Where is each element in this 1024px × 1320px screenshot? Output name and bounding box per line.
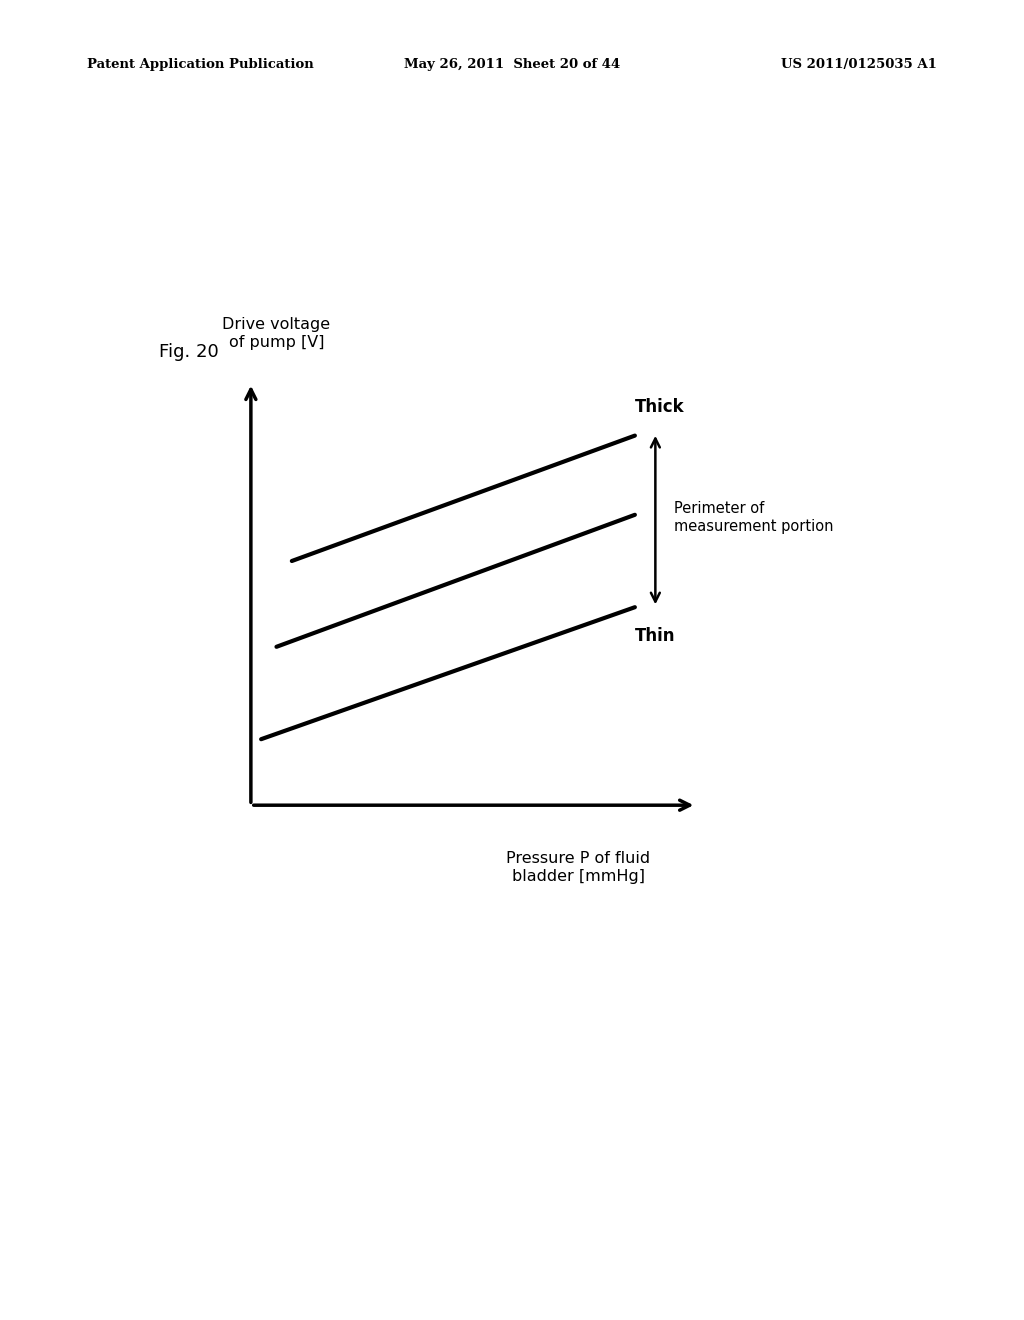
Text: Perimeter of
measurement portion: Perimeter of measurement portion [674, 502, 834, 533]
Text: Thin: Thin [635, 627, 676, 645]
Text: Thick: Thick [635, 397, 684, 416]
Text: Patent Application Publication: Patent Application Publication [87, 58, 313, 71]
Text: Fig. 20: Fig. 20 [159, 343, 218, 362]
Text: US 2011/0125035 A1: US 2011/0125035 A1 [781, 58, 937, 71]
Text: Drive voltage
of pump [V]: Drive voltage of pump [V] [222, 317, 331, 350]
Text: May 26, 2011  Sheet 20 of 44: May 26, 2011 Sheet 20 of 44 [403, 58, 621, 71]
Text: Pressure P of fluid
bladder [mmHg]: Pressure P of fluid bladder [mmHg] [507, 851, 650, 884]
